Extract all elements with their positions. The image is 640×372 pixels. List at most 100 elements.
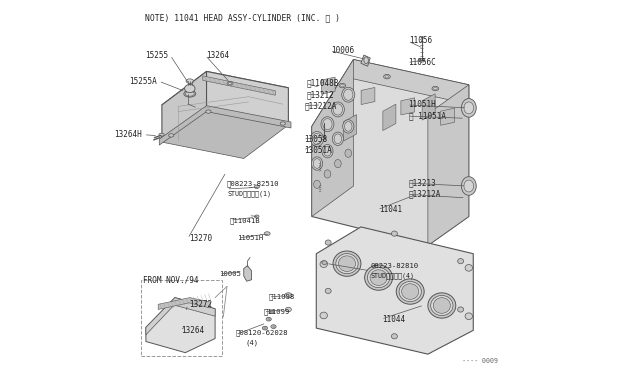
Ellipse shape	[323, 119, 332, 130]
Ellipse shape	[335, 160, 341, 168]
Ellipse shape	[402, 284, 419, 299]
Polygon shape	[159, 106, 291, 145]
Ellipse shape	[206, 110, 211, 113]
Ellipse shape	[280, 122, 285, 125]
Ellipse shape	[385, 75, 389, 78]
Text: 10005: 10005	[219, 271, 241, 277]
Ellipse shape	[186, 79, 193, 83]
Text: 10006: 10006	[331, 46, 355, 55]
Ellipse shape	[184, 84, 195, 93]
Polygon shape	[383, 104, 396, 131]
Ellipse shape	[339, 83, 346, 88]
Ellipse shape	[325, 240, 331, 245]
Ellipse shape	[458, 307, 463, 312]
Ellipse shape	[364, 57, 369, 64]
Ellipse shape	[314, 159, 321, 169]
Ellipse shape	[339, 256, 356, 272]
Polygon shape	[321, 77, 335, 94]
Ellipse shape	[370, 270, 387, 285]
Ellipse shape	[254, 185, 259, 188]
Text: ※11098: ※11098	[269, 294, 295, 300]
Ellipse shape	[325, 288, 331, 294]
Text: ※13212A: ※13212A	[305, 101, 337, 110]
Text: ※08223-82510: ※08223-82510	[227, 180, 279, 187]
Text: STUDスタッド(4): STUDスタッド(4)	[370, 273, 414, 279]
Ellipse shape	[433, 298, 451, 313]
Polygon shape	[146, 298, 215, 335]
Polygon shape	[162, 71, 207, 142]
Text: ※ 11051A: ※ 11051A	[408, 112, 445, 121]
Ellipse shape	[264, 232, 270, 235]
Polygon shape	[422, 94, 435, 120]
Text: 13264H: 13264H	[115, 130, 142, 139]
Polygon shape	[162, 71, 289, 121]
Ellipse shape	[324, 170, 331, 178]
Ellipse shape	[392, 231, 397, 236]
Ellipse shape	[262, 326, 268, 330]
Ellipse shape	[392, 334, 397, 339]
Polygon shape	[401, 98, 415, 115]
Ellipse shape	[227, 81, 233, 85]
Ellipse shape	[269, 310, 275, 314]
Polygon shape	[203, 76, 275, 95]
Ellipse shape	[271, 325, 276, 328]
Polygon shape	[312, 60, 468, 146]
Ellipse shape	[285, 293, 292, 298]
Ellipse shape	[186, 92, 195, 96]
Text: 13058: 13058	[305, 135, 328, 144]
Ellipse shape	[336, 254, 358, 274]
Ellipse shape	[312, 133, 322, 144]
Polygon shape	[361, 87, 375, 105]
Ellipse shape	[399, 282, 421, 302]
Polygon shape	[428, 85, 468, 246]
Ellipse shape	[464, 102, 474, 114]
Ellipse shape	[461, 99, 476, 117]
Ellipse shape	[320, 312, 328, 319]
Ellipse shape	[314, 180, 321, 188]
Polygon shape	[316, 227, 473, 354]
Ellipse shape	[342, 120, 354, 133]
Ellipse shape	[332, 102, 344, 117]
Ellipse shape	[333, 251, 361, 276]
Ellipse shape	[433, 87, 437, 90]
Text: 15255: 15255	[145, 51, 168, 60]
Ellipse shape	[365, 265, 392, 290]
Ellipse shape	[344, 122, 352, 131]
Text: ※11048B: ※11048B	[307, 79, 339, 88]
Text: ※13212: ※13212	[307, 90, 335, 99]
Ellipse shape	[461, 177, 476, 195]
Text: Ⓐ08120-62028: Ⓐ08120-62028	[235, 329, 288, 336]
Text: 13051A: 13051A	[305, 146, 332, 155]
Text: ※13213: ※13213	[408, 179, 436, 187]
Text: STUDスタッド(1): STUDスタッド(1)	[227, 191, 271, 198]
Ellipse shape	[465, 264, 472, 271]
Ellipse shape	[310, 131, 324, 146]
Text: 11051H: 11051H	[237, 235, 264, 241]
Ellipse shape	[285, 307, 291, 312]
Ellipse shape	[458, 259, 463, 264]
Polygon shape	[312, 60, 468, 246]
Polygon shape	[244, 266, 252, 281]
Ellipse shape	[322, 261, 327, 264]
Ellipse shape	[340, 84, 344, 87]
Ellipse shape	[428, 293, 456, 318]
Text: 11051H: 11051H	[408, 100, 436, 109]
Polygon shape	[361, 55, 370, 66]
Ellipse shape	[255, 215, 259, 218]
Ellipse shape	[396, 279, 424, 304]
Polygon shape	[441, 108, 454, 125]
Ellipse shape	[367, 267, 390, 288]
Text: ※11041B: ※11041B	[230, 217, 260, 224]
Ellipse shape	[321, 137, 326, 140]
Ellipse shape	[432, 86, 438, 91]
Polygon shape	[162, 109, 289, 158]
Polygon shape	[158, 298, 211, 310]
Text: 08223-82810: 08223-82810	[370, 263, 419, 269]
Text: NOTE) 11041 HEAD ASSY-CYLINDER (INC. ※ ): NOTE) 11041 HEAD ASSY-CYLINDER (INC. ※ )	[145, 13, 340, 22]
Ellipse shape	[333, 104, 342, 115]
Text: 11041: 11041	[379, 205, 402, 214]
Ellipse shape	[320, 261, 328, 267]
Ellipse shape	[345, 149, 351, 157]
Text: 11044: 11044	[383, 315, 406, 324]
Text: 13272: 13272	[189, 300, 212, 309]
